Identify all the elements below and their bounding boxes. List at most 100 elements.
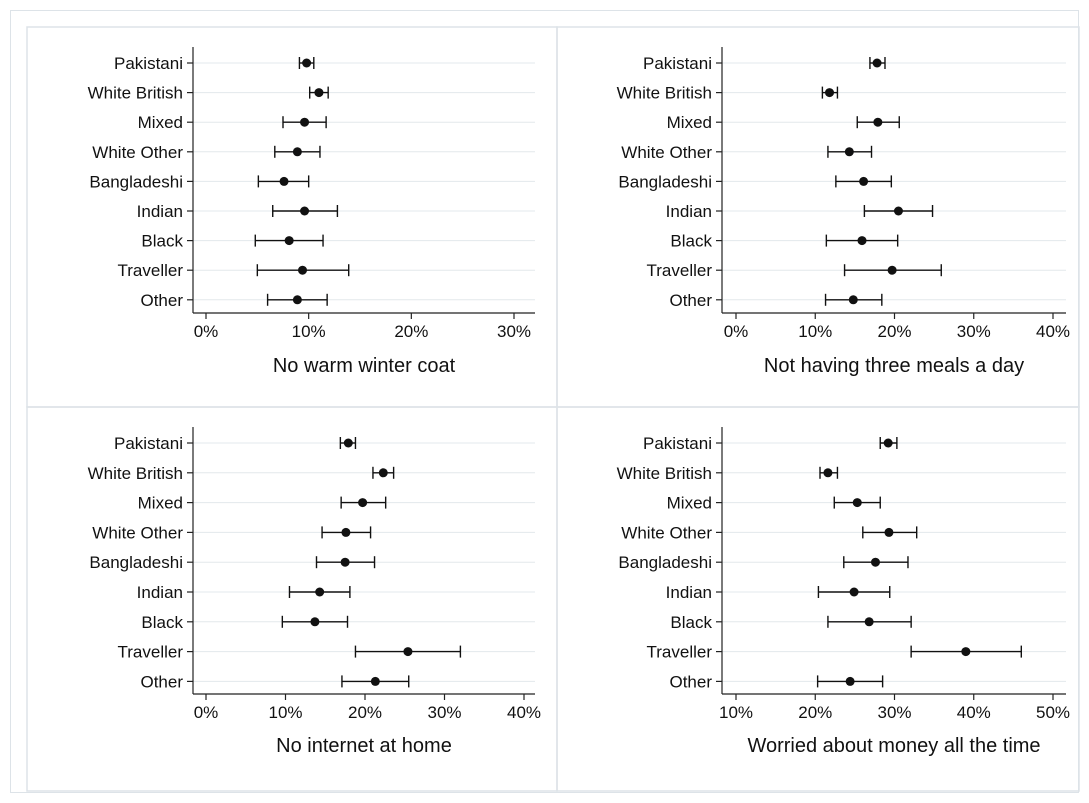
- data-point: [887, 265, 897, 275]
- x-tick-label: 20%: [348, 703, 382, 722]
- y-tick-label: Indian: [666, 202, 712, 221]
- y-tick-label: Pakistani: [114, 434, 183, 453]
- y-tick-label: Mixed: [138, 113, 183, 132]
- data-point: [370, 676, 380, 686]
- data-point: [292, 147, 302, 157]
- x-axis-label: No warm winter coat: [273, 355, 456, 377]
- data-point: [845, 676, 855, 686]
- panel-border: [556, 406, 1080, 792]
- panel-2: Pakistani White British Mixed White Other Ba…: [556, 26, 1080, 408]
- y-tick-label: White Other: [92, 143, 183, 162]
- data-point: [284, 236, 294, 246]
- data-point: [852, 498, 862, 508]
- x-tick-label: 10%: [268, 703, 302, 722]
- y-tick-label: Black: [141, 232, 183, 251]
- y-tick-label: White British: [617, 464, 712, 483]
- y-tick-label: Black: [670, 232, 712, 251]
- data-point: [825, 88, 835, 98]
- y-tick-label: Other: [140, 672, 183, 691]
- data-point: [849, 587, 859, 597]
- data-point: [848, 295, 858, 305]
- x-tick-label: 40%: [1036, 322, 1070, 341]
- y-tick-label: Mixed: [667, 494, 712, 513]
- y-tick-label: Pakistani: [643, 434, 712, 453]
- y-tick-label: Bangladeshi: [618, 553, 712, 572]
- data-point: [961, 647, 971, 657]
- y-tick-label: Other: [140, 291, 183, 310]
- data-point: [310, 617, 320, 627]
- x-tick-label: 20%: [798, 703, 832, 722]
- y-tick-label: White Other: [621, 143, 712, 162]
- y-tick-label: Traveller: [647, 261, 713, 280]
- y-tick-label: Traveller: [118, 261, 184, 280]
- x-tick-label: 0%: [194, 322, 219, 341]
- data-point: [300, 206, 310, 216]
- data-point: [340, 557, 350, 567]
- data-point: [300, 117, 310, 127]
- y-tick-label: Traveller: [647, 643, 713, 662]
- x-tick-label: 0%: [194, 703, 219, 722]
- data-point: [844, 147, 854, 157]
- x-tick-label: 20%: [877, 322, 911, 341]
- data-point: [823, 468, 833, 478]
- y-tick-label: Mixed: [667, 113, 712, 132]
- x-axis-label: No internet at home: [276, 735, 452, 757]
- y-tick-label: Pakistani: [114, 54, 183, 73]
- y-tick-label: Black: [141, 613, 183, 632]
- data-point: [859, 176, 869, 186]
- y-tick-label: White British: [88, 84, 183, 103]
- y-tick-label: Bangladeshi: [89, 172, 183, 191]
- data-point: [358, 498, 368, 508]
- data-point: [378, 468, 388, 478]
- data-point: [870, 557, 880, 567]
- data-point: [279, 176, 289, 186]
- y-tick-label: Pakistani: [643, 54, 712, 73]
- y-tick-label: Bangladeshi: [618, 172, 712, 191]
- data-point: [302, 58, 312, 68]
- panel-3: Pakistani White British Mixed White Other Ba…: [26, 406, 558, 792]
- y-tick-label: Other: [669, 672, 712, 691]
- y-tick-label: White Other: [92, 523, 183, 542]
- x-tick-label: 50%: [1036, 703, 1070, 722]
- data-point: [884, 527, 894, 537]
- data-point: [873, 117, 883, 127]
- x-axis-label: Not having three meals a day: [764, 355, 1024, 377]
- y-tick-label: White British: [88, 464, 183, 483]
- x-axis-label: Worried about money all the time: [747, 735, 1040, 757]
- x-tick-label: 30%: [427, 703, 461, 722]
- data-point: [314, 88, 324, 98]
- panel-4: Pakistani White British Mixed White Other Ba…: [556, 406, 1080, 792]
- data-point: [298, 265, 308, 275]
- y-tick-label: Indian: [666, 583, 712, 602]
- y-tick-label: Bangladeshi: [89, 553, 183, 572]
- data-point: [315, 587, 325, 597]
- data-point: [292, 295, 302, 305]
- x-tick-label: 30%: [877, 703, 911, 722]
- panel-1: Pakistani White British Mixed White Other Ba…: [26, 26, 558, 408]
- y-tick-label: Black: [670, 613, 712, 632]
- x-tick-label: 10%: [292, 322, 326, 341]
- y-tick-label: White British: [617, 84, 712, 103]
- x-tick-label: 10%: [798, 322, 832, 341]
- y-tick-label: Other: [669, 291, 712, 310]
- x-tick-label: 40%: [507, 703, 541, 722]
- data-point: [893, 206, 903, 216]
- x-tick-label: 40%: [957, 703, 991, 722]
- y-tick-label: Indian: [137, 202, 183, 221]
- data-point: [864, 617, 874, 627]
- data-point: [883, 438, 893, 448]
- data-point: [872, 58, 882, 68]
- data-point: [403, 647, 413, 657]
- x-tick-label: 30%: [497, 322, 531, 341]
- y-tick-label: Traveller: [118, 643, 184, 662]
- x-tick-label: 20%: [394, 322, 428, 341]
- x-tick-label: 0%: [724, 322, 749, 341]
- x-tick-label: 10%: [719, 703, 753, 722]
- x-tick-label: 30%: [957, 322, 991, 341]
- data-point: [341, 527, 351, 537]
- y-tick-label: Indian: [137, 583, 183, 602]
- data-point: [857, 236, 867, 246]
- y-tick-label: White Other: [621, 523, 712, 542]
